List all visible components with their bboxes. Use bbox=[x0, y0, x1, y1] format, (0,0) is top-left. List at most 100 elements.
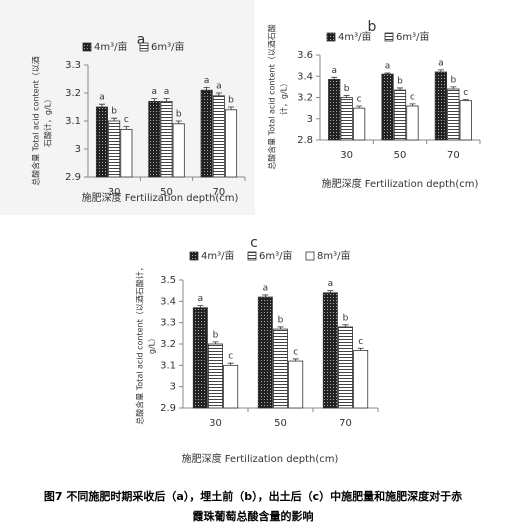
legend-swatch bbox=[305, 251, 315, 261]
bar bbox=[148, 101, 161, 178]
bar bbox=[381, 73, 394, 141]
bar bbox=[108, 120, 121, 178]
significance-letter: c bbox=[463, 88, 468, 98]
bar bbox=[447, 88, 460, 141]
x-tick-label: 70 bbox=[212, 187, 225, 198]
x-tick-label: 30 bbox=[340, 150, 353, 161]
x-axis-label: 施肥深度 Fertilization depth(cm) bbox=[182, 452, 339, 465]
significance-letter: c bbox=[358, 337, 363, 347]
significance-letter: b bbox=[344, 84, 350, 94]
legend-label: 4m³/亩 bbox=[338, 30, 371, 43]
y-tick-label: 3 bbox=[170, 382, 176, 393]
bar bbox=[273, 328, 288, 409]
significance-letter: a bbox=[164, 87, 170, 97]
y-axis-label: 总酸含量 Total acid content（以酒石酸计， bbox=[135, 263, 145, 425]
significance-letter: c bbox=[228, 352, 233, 362]
bar bbox=[340, 97, 353, 141]
y-tick-label: 3.1 bbox=[160, 360, 176, 371]
y-tick-label: 3.2 bbox=[160, 339, 176, 350]
error-bar bbox=[342, 324, 349, 327]
significance-letter: a bbox=[385, 62, 391, 72]
bar bbox=[172, 123, 185, 178]
error-bar bbox=[203, 87, 210, 91]
significance-letter: a bbox=[438, 58, 444, 68]
error-bar bbox=[409, 103, 416, 106]
legend-swatch bbox=[82, 42, 92, 52]
error-bar bbox=[151, 98, 158, 102]
bar bbox=[225, 109, 238, 178]
y-tick-label: 3.2 bbox=[297, 93, 313, 104]
y-axis-label: g/L） bbox=[148, 334, 157, 354]
y-tick-label: 3.5 bbox=[160, 275, 176, 286]
error-bar bbox=[462, 99, 469, 101]
error-bar bbox=[228, 106, 235, 110]
y-tick-label: 3 bbox=[307, 114, 313, 125]
x-tick-label: 50 bbox=[394, 150, 407, 161]
error-bar bbox=[356, 105, 363, 109]
error-bar bbox=[98, 103, 105, 107]
x-axis-label: 施肥深度 Fertilization depth(cm) bbox=[82, 191, 239, 204]
error-bar bbox=[277, 326, 284, 330]
legend-swatch bbox=[189, 251, 199, 261]
bar bbox=[212, 95, 225, 178]
y-tick-label: 3.2 bbox=[65, 88, 81, 99]
panel-title: c bbox=[250, 235, 258, 251]
x-tick-label: 50 bbox=[274, 418, 287, 429]
error-bar bbox=[197, 305, 204, 308]
x-tick-label: 70 bbox=[447, 150, 460, 161]
significance-letter: a bbox=[328, 279, 334, 289]
y-tick-label: 3.4 bbox=[297, 71, 313, 82]
bar bbox=[338, 326, 353, 409]
error-bar bbox=[397, 87, 403, 91]
error-bar bbox=[123, 126, 130, 130]
x-tick-label: 30 bbox=[108, 187, 121, 198]
significance-letter: c bbox=[124, 115, 129, 125]
y-axis-label: 计，g/L） bbox=[279, 79, 289, 115]
y-tick-label: 3.4 bbox=[160, 296, 176, 307]
x-axis-label: 施肥深度 Fertilization depth(cm) bbox=[322, 177, 479, 190]
error-bar bbox=[357, 347, 364, 351]
y-tick-label: 3.3 bbox=[160, 318, 176, 329]
error-bar bbox=[437, 69, 444, 72]
error-bar bbox=[384, 72, 391, 75]
significance-letter: b bbox=[111, 107, 117, 117]
y-axis-label: 总酸含量 Total acid content（以酒石酸 bbox=[267, 24, 277, 170]
panel-title: b bbox=[368, 19, 377, 35]
error-bar bbox=[327, 290, 334, 293]
significance-letter: c bbox=[410, 92, 415, 102]
significance-letter: c bbox=[293, 347, 298, 357]
y-axis-label: 石酸计，g/L） bbox=[43, 95, 53, 147]
y-tick-label: 3 bbox=[75, 144, 81, 155]
bar bbox=[257, 296, 273, 409]
significance-letter: b bbox=[213, 330, 219, 340]
bar bbox=[352, 107, 366, 141]
bar bbox=[120, 128, 133, 178]
x-tick-label: 30 bbox=[209, 418, 222, 429]
bar bbox=[223, 364, 239, 409]
legend-swatch bbox=[139, 42, 149, 52]
bar bbox=[406, 105, 419, 141]
bar bbox=[192, 307, 208, 409]
significance-letter: a bbox=[152, 87, 158, 97]
error-bar bbox=[262, 294, 269, 298]
significance-letter: b bbox=[450, 75, 456, 85]
bar bbox=[160, 101, 173, 178]
significance-letter: a bbox=[99, 93, 105, 103]
legend-label: 8m³/亩 bbox=[317, 249, 350, 262]
bar bbox=[328, 79, 341, 141]
y-tick-label: 3.6 bbox=[297, 50, 313, 61]
bar bbox=[434, 71, 448, 141]
x-tick-label: 50 bbox=[160, 187, 173, 198]
error-bar bbox=[292, 358, 299, 362]
y-tick-label: 2.9 bbox=[160, 403, 176, 414]
significance-letter: b bbox=[228, 96, 234, 106]
error-bar bbox=[212, 341, 219, 344]
legend-swatch bbox=[384, 32, 394, 42]
error-bar bbox=[215, 92, 222, 96]
significance-letter: a bbox=[204, 76, 210, 86]
bar bbox=[288, 360, 304, 409]
x-tick-label: 70 bbox=[339, 418, 352, 429]
caption: 图7 不同施肥时期采收后（a），埋土前（b），出土后（c）中施肥量和施肥深度对于… bbox=[44, 489, 462, 503]
significance-letter: c bbox=[357, 95, 362, 105]
bar bbox=[322, 292, 338, 409]
